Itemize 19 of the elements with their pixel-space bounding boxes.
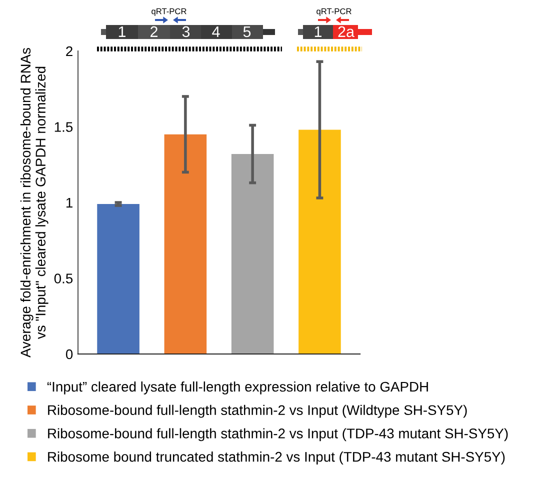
legend-label: Ribosome-bound full-length stathmin-2 vs Input (TDP-43 mutant SH-SY5Y) bbox=[48, 428, 508, 442]
y-tick-label: 1 bbox=[66, 198, 72, 208]
y-axis-title: Average fold-enrichment in ribosome-bound RNAs vs "Input" cleared lysate GAPDH normalized bbox=[20, 48, 48, 358]
legend-label: Ribosome bound truncated stathmin-2 vs Input (TDP-43 mutant SH-SY5Y) bbox=[48, 452, 505, 464]
y-tick-label: 0.5 bbox=[54, 274, 73, 284]
text: 3 bbox=[182, 26, 190, 38]
text: 2a bbox=[338, 26, 354, 38]
text: qRT-PCR bbox=[152, 8, 186, 16]
legend-label: “Input” cleared lysate full-length expression relative to GAPDH bbox=[47, 381, 428, 394]
text: 5 bbox=[243, 26, 251, 38]
text: qRT-PCR bbox=[316, 8, 352, 16]
legend-label: Ribosome-bound full-length stathmin-2 vs Input (Wildtype SH-SY5Y) bbox=[48, 404, 467, 418]
y-tick-label: 1.5 bbox=[54, 122, 73, 132]
y-tick-label: 2 bbox=[66, 46, 72, 56]
text: 2 bbox=[150, 26, 158, 37]
text: 1 bbox=[314, 26, 322, 37]
y-tick-label: 0 bbox=[66, 349, 73, 360]
text: 4 bbox=[212, 26, 220, 37]
text: 1 bbox=[118, 26, 126, 37]
